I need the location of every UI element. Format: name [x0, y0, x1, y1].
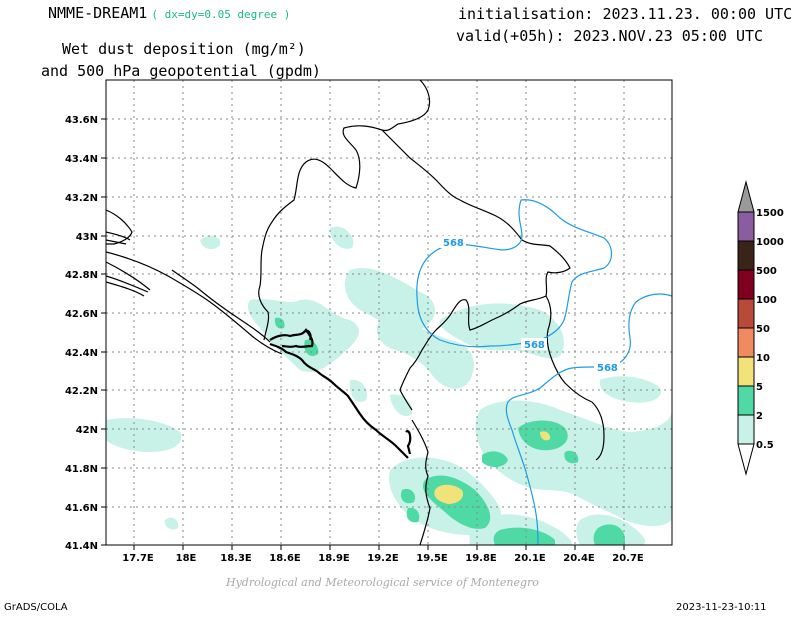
model-name: NMME-DREAM1( dx=dy=0.05 degree ) — [48, 4, 290, 22]
geopotential-contour — [416, 199, 672, 545]
lon-label: 17.7E — [122, 553, 154, 564]
longitude-labels: 17.7E 18E 18.3E 18.6E 18.9E 19.2E 19.5E … — [122, 553, 644, 564]
model-label: NMME-DREAM1 — [48, 4, 148, 22]
legend-swatch-bottom — [737, 443, 755, 476]
chart-title-line2: and 500 hPa geopotential (gpdm) — [41, 62, 321, 80]
model-resolution: ( dx=dy=0.05 degree ) — [151, 8, 291, 21]
lat-label: 43.6N — [65, 115, 98, 126]
contour-label-568-b: 568 — [524, 340, 545, 351]
lat-label: 41.4N — [65, 541, 98, 552]
legend-label: 500 — [756, 266, 777, 277]
contour-label-568-c: 568 — [597, 363, 618, 374]
legend-label: 50 — [756, 324, 770, 335]
lon-label: 20.1E — [514, 553, 546, 564]
lat-label: 41.8N — [65, 464, 98, 475]
legend-label: 100 — [756, 295, 777, 306]
legend-swatch — [737, 356, 755, 387]
legend-label: 1500 — [756, 208, 784, 219]
software-label: GrADS/COLA — [4, 602, 68, 613]
color-legend: 1500 1000 500 100 50 10 5 2 0.5 — [737, 180, 784, 476]
lon-label: 20.7E — [612, 553, 644, 564]
contour-label-568-a: 568 — [443, 238, 464, 249]
lon-label: 18.3E — [220, 553, 252, 564]
legend-swatch — [737, 414, 755, 445]
lat-label: 42N — [76, 425, 98, 436]
lon-label: 18.6E — [269, 553, 301, 564]
legend-swatch-top — [737, 180, 755, 213]
map-area: 568 568 568 — [106, 80, 672, 545]
axis-ticks — [101, 118, 625, 550]
lat-label: 42.2N — [65, 386, 98, 397]
lat-label: 43.2N — [65, 193, 98, 204]
credit-text: Hydrological and Meteorological service … — [226, 576, 539, 589]
legend-label: 1000 — [756, 237, 784, 248]
latitude-labels: 41.4N 41.6N 41.8N 42N 42.2N 42.4N 42.6N … — [65, 115, 98, 552]
lon-label: 19.2E — [367, 553, 399, 564]
lat-label: 41.6N — [65, 503, 98, 514]
map-grid — [106, 80, 672, 545]
lat-label: 42.4N — [65, 348, 98, 359]
legend-swatch — [737, 211, 755, 242]
legend-swatch — [737, 385, 755, 416]
chart-title-line1: Wet dust deposition (mg/m²) — [62, 40, 306, 58]
valid-time: valid(+05h): 2023.NOV.23 05:00 UTC — [456, 27, 764, 45]
legend-label: 5 — [756, 382, 763, 393]
legend-label: 10 — [756, 353, 770, 364]
country-borders — [106, 80, 605, 545]
contour-labels: 568 568 568 — [440, 236, 620, 374]
lat-label: 42.6N — [65, 309, 98, 320]
initialisation-time: initialisation: 2023.11.23. 00:00 UTC — [458, 5, 793, 23]
legend-swatch — [737, 327, 755, 358]
coastline — [269, 328, 412, 459]
lon-label: 19.8E — [465, 553, 497, 564]
lon-label: 18.9E — [318, 553, 350, 564]
legend-labels: 1500 1000 500 100 50 10 5 2 0.5 — [756, 208, 784, 451]
legend-swatch — [737, 298, 755, 329]
lat-label: 42.8N — [65, 270, 98, 281]
legend-label: 0.5 — [756, 440, 774, 451]
render-timestamp: 2023-11-23-10:11 — [676, 602, 767, 613]
legend-swatch — [737, 240, 755, 271]
dust-high-patches — [434, 431, 551, 504]
lat-label: 43.4N — [65, 154, 98, 165]
lon-label: 20.4E — [563, 553, 595, 564]
lon-label: 18E — [176, 553, 197, 564]
lat-label: 43N — [76, 232, 98, 243]
lon-label: 19.5E — [416, 553, 448, 564]
legend-swatch — [737, 269, 755, 300]
legend-label: 2 — [756, 411, 763, 422]
